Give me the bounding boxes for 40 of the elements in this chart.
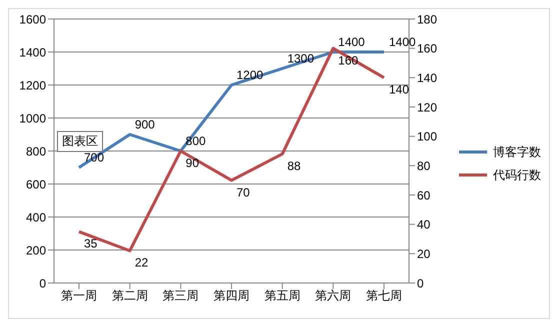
- y2-tick-label: 140: [417, 70, 438, 85]
- y-tick-label: 0: [39, 276, 46, 290]
- data-label: 35: [84, 236, 98, 251]
- data-label: 88: [287, 158, 302, 173]
- y2-tick-label: 80: [417, 158, 431, 173]
- y-tick-label: 800: [26, 144, 46, 158]
- data-label: 1400: [338, 35, 366, 49]
- y2-tick-label: 40: [417, 218, 431, 232]
- x-tick-label: 第二周: [112, 288, 148, 303]
- data-label: 22: [134, 256, 149, 270]
- data-label: 1200: [236, 68, 264, 82]
- x-tick-label: 第三周: [162, 288, 199, 303]
- data-label: 90: [186, 156, 200, 170]
- x-tick-label: 第六周: [315, 288, 352, 303]
- y2-tick-label: 160: [417, 42, 438, 56]
- x-tick-label: 第七周: [366, 288, 402, 303]
- data-label: 900: [134, 118, 156, 132]
- data-label: 1300: [287, 52, 314, 66]
- legend-label: 博客字数: [493, 144, 541, 160]
- y-tick-label: 600: [26, 177, 46, 192]
- y2-tick-label: 0: [417, 276, 424, 290]
- x-tick-label: 第四周: [214, 288, 250, 303]
- y2-tick-label: 100: [417, 130, 438, 144]
- y2-tick-label: 60: [417, 188, 431, 202]
- y-tick-label: 200: [26, 243, 46, 258]
- y2-tick-label: 180: [417, 12, 438, 26]
- data-label: 1400: [389, 35, 416, 49]
- y-tick-label: 1000: [19, 111, 46, 126]
- y-tick-label: 1600: [19, 12, 46, 26]
- chart-area-tooltip: 图表区: [57, 131, 103, 152]
- y2-tick-label: 20: [417, 246, 431, 261]
- y2-tick-label: 120: [417, 100, 438, 114]
- y-tick-label: 1400: [19, 45, 46, 60]
- x-tick-label: 第一周: [61, 288, 97, 303]
- x-tick-label: 第五周: [264, 288, 300, 303]
- data-label: 140: [389, 82, 410, 97]
- data-label: 70: [236, 185, 250, 200]
- y-tick-label: 1200: [19, 78, 46, 92]
- legend-label: 代码行数: [493, 166, 541, 184]
- y-tick-label: 400: [26, 210, 46, 224]
